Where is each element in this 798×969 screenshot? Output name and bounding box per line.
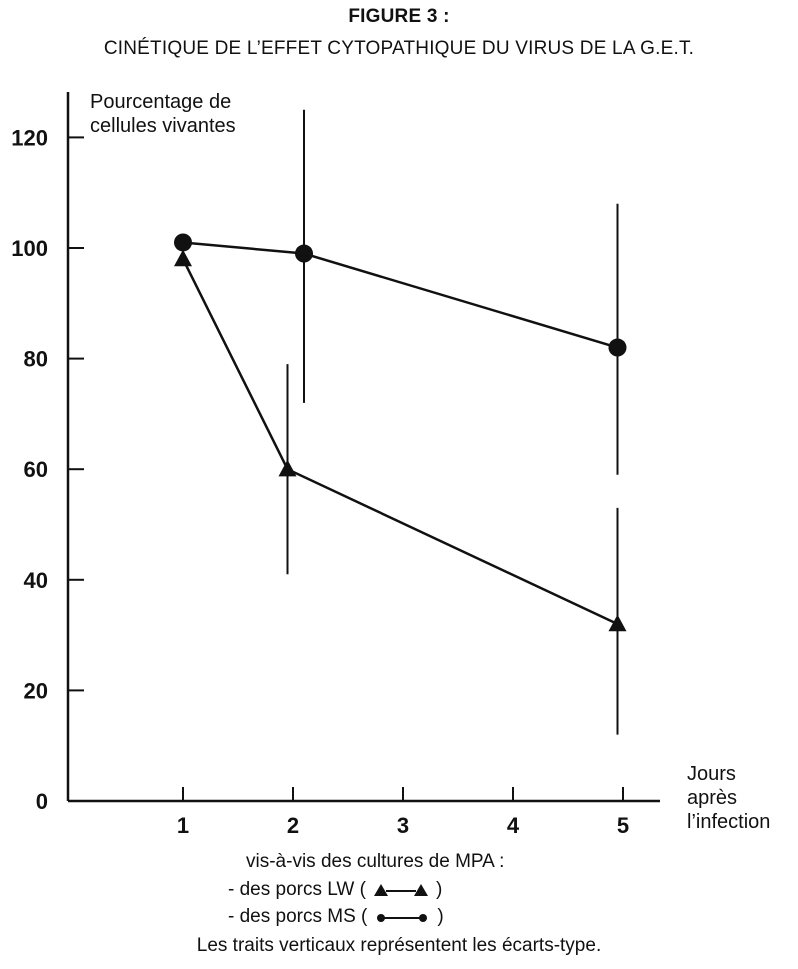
figure-subtitle: CINÉTIQUE DE L’EFFET CYTOPATHIQUE DU VIR…	[103, 38, 695, 59]
x-axis-label: Jours	[687, 763, 736, 785]
legend-item-suffix: )	[435, 879, 443, 900]
series-lw	[174, 249, 627, 735]
y-axis-label: Pourcentage de	[90, 91, 231, 113]
data-point-circle	[295, 244, 313, 263]
series-line	[182, 241, 618, 349]
data-point-triangle	[608, 614, 627, 632]
data-point-triangle	[278, 459, 297, 477]
triangle-line-icon	[372, 882, 430, 898]
legend-intro: vis-à-vis des cultures de MPA :	[246, 851, 505, 872]
x-axis-label: après	[687, 787, 737, 809]
x-tick-label: 2	[287, 813, 299, 838]
chart-axes	[66, 92, 660, 803]
legend-item-ms: - des porcs MS ( )	[228, 905, 444, 929]
y-tick-label: 120	[11, 125, 48, 150]
chart-axis-labels: 0 20 40 60 80 100 120 1 2 3 4 5 Pourcentage decellul…	[11, 91, 770, 838]
y-tick-label: 60	[24, 457, 48, 482]
data-point-triangle	[174, 249, 192, 267]
legend-item-suffix: )	[437, 906, 444, 927]
y-tick-label: 80	[24, 347, 48, 372]
y-tick-label: 40	[24, 568, 48, 593]
x-tick-label: 4	[507, 813, 520, 838]
x-tick-label: 5	[617, 813, 629, 838]
y-axis-label: cellules vivantes	[90, 115, 236, 137]
series-line	[181, 258, 619, 626]
legend-item-prefix: - des porcs LW (	[228, 879, 366, 900]
legend-item-lw: - des porcs LW ( )	[228, 878, 442, 902]
x-tick-label: 1	[177, 813, 189, 838]
x-tick-label: 3	[397, 813, 409, 838]
y-tick-label: 0	[36, 789, 48, 814]
legend-item-prefix: - des porcs MS (	[228, 906, 368, 927]
figure-title: FIGURE 3 :	[348, 6, 450, 27]
chart-marks	[174, 109, 627, 735]
y-tick-label: 100	[11, 236, 48, 261]
x-axis-label: l’infection	[687, 811, 770, 833]
y-tick-label: 20	[24, 678, 48, 703]
legend-note: Les traits verticaux représentent les éc…	[196, 935, 602, 956]
circle-line-icon	[373, 909, 431, 925]
chart-plot: 0 20 40 60 80 100 120 1 2 3 4 5 Pourcentage decellul…	[11, 91, 770, 838]
data-point-circle	[608, 338, 627, 357]
series-ms	[174, 109, 627, 475]
data-point-circle	[174, 233, 192, 252]
